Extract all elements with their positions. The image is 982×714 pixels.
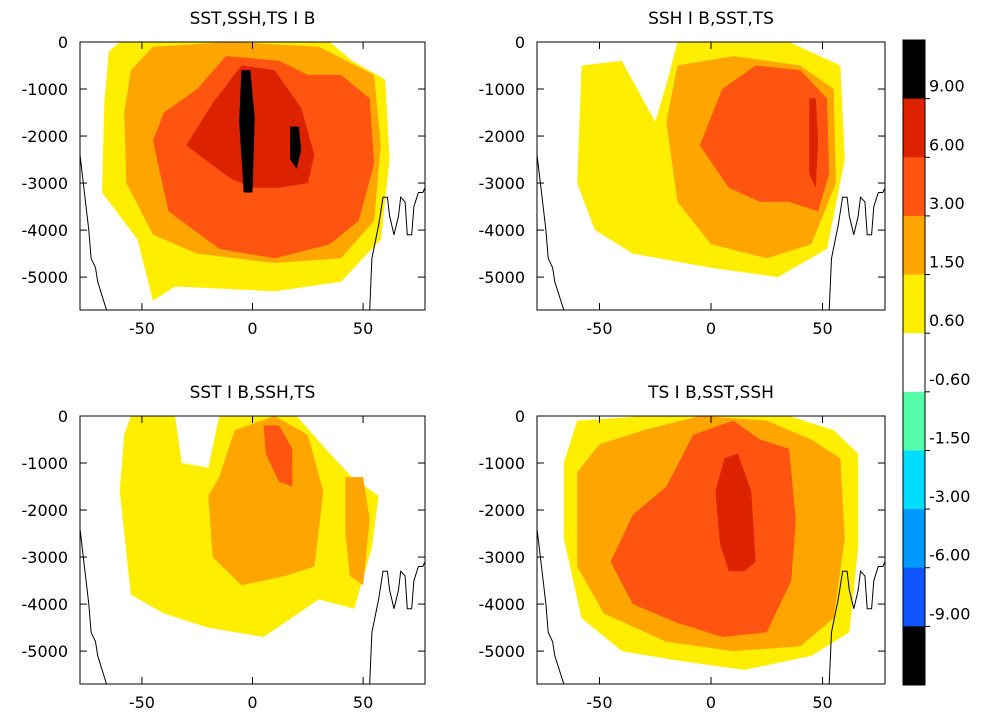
contour-region-6 bbox=[290, 126, 302, 169]
colorbar-segment bbox=[903, 157, 925, 217]
panel-4: TS I B,SST,SSH 0 -1000 -2000 -3000 -4000 -5000… bbox=[479, 383, 886, 712]
y-tick-label: -2000 bbox=[22, 501, 69, 520]
x-tick-label: 0 bbox=[706, 693, 716, 712]
y-tick-label: -1000 bbox=[479, 80, 526, 99]
contour-region-4 bbox=[809, 98, 819, 188]
contour-region-4 bbox=[345, 477, 370, 586]
bathymetry-left bbox=[80, 154, 107, 310]
x-tick-label: 50 bbox=[353, 693, 373, 712]
contour-region-5 bbox=[239, 70, 255, 193]
x-tick-label: -50 bbox=[586, 693, 612, 712]
x-tick-label: 0 bbox=[706, 319, 716, 338]
colorbar-tick-label: -6.00 bbox=[929, 546, 970, 565]
contour-region-3 bbox=[610, 420, 796, 637]
colorbar-segment bbox=[903, 450, 925, 510]
y-tick-label: 0 bbox=[515, 407, 525, 426]
y-tick-label: -3000 bbox=[22, 174, 69, 193]
colorbar: 9.00 6.00 3.00 1.50 0.60 -0.60 -1.50 -3.00 -6.00… bbox=[902, 39, 970, 686]
contour-region-3 bbox=[699, 65, 830, 212]
y-tick-label: 0 bbox=[58, 33, 68, 52]
x-tick-label: 0 bbox=[247, 319, 257, 338]
colorbar-tick-label: 6.00 bbox=[929, 135, 965, 154]
panel-title: SSH I B,SST,TS bbox=[648, 9, 774, 29]
colorbar-segment bbox=[903, 391, 925, 451]
y-tick-label: -4000 bbox=[22, 221, 69, 240]
y-tick-label: -2000 bbox=[22, 127, 69, 146]
colorbar-tick-label: -0.60 bbox=[929, 370, 970, 389]
y-tick-label: 0 bbox=[515, 33, 525, 52]
bathymetry-right bbox=[828, 561, 885, 684]
y-tick-label: 0 bbox=[58, 407, 68, 426]
x-tick-label: -50 bbox=[129, 693, 155, 712]
colorbar-tick-label: 3.00 bbox=[929, 194, 965, 213]
contour-region-4 bbox=[715, 453, 756, 572]
colorbar-tick-label: 0.60 bbox=[929, 311, 965, 330]
y-tick-label: -5000 bbox=[479, 268, 526, 287]
colorbar-segment bbox=[903, 215, 925, 276]
y-tick-label: -1000 bbox=[22, 80, 69, 99]
colorbar-segment bbox=[903, 40, 925, 100]
y-tick-label: -5000 bbox=[479, 642, 526, 661]
y-tick-label: -4000 bbox=[479, 221, 526, 240]
panels-group: SST,SSH,TS I B0-1000-2000-3000-4000-5000… bbox=[22, 9, 886, 712]
colorbar-tick-label: -3.00 bbox=[929, 487, 970, 506]
bathymetry-left bbox=[537, 154, 565, 310]
y-tick-label: -3000 bbox=[479, 174, 526, 193]
colorbar-segment bbox=[903, 333, 925, 393]
colorbar-tick-label: -1.50 bbox=[929, 428, 970, 447]
colorbar-tick-label: -9.00 bbox=[929, 604, 970, 623]
y-tick-label: -1000 bbox=[22, 454, 69, 473]
panel-2: SSH I B,SST,TS 0 -1000 -2000 -3000 -4000 -5000… bbox=[479, 9, 886, 338]
bathymetry-right bbox=[369, 561, 425, 684]
x-tick-label: 50 bbox=[353, 319, 373, 338]
panel-title: SST,SSH,TS I B bbox=[190, 9, 316, 29]
colorbar-segment bbox=[903, 274, 925, 334]
panel-title: SST I B,SSH,TS bbox=[190, 383, 316, 403]
colorbar-segment bbox=[903, 98, 925, 158]
contour-fills bbox=[80, 416, 425, 684]
contour-region-3 bbox=[263, 425, 293, 487]
y-tick-label: -1000 bbox=[479, 454, 526, 473]
y-tick-label: -2000 bbox=[479, 127, 526, 146]
x-tick-label: 50 bbox=[812, 693, 832, 712]
y-tick-label: -4000 bbox=[479, 595, 526, 614]
contour-fills bbox=[537, 416, 885, 684]
bathymetry-right bbox=[369, 187, 425, 310]
bathymetry-left bbox=[80, 528, 107, 684]
x-tick-label: 50 bbox=[812, 319, 832, 338]
contour-fills bbox=[80, 42, 425, 310]
bathymetry-left bbox=[537, 528, 565, 684]
y-tick-label: -4000 bbox=[22, 595, 69, 614]
colorbar-frame bbox=[902, 39, 926, 686]
colorbar-segment bbox=[903, 567, 925, 627]
colorbar-tick-label: 9.00 bbox=[929, 77, 965, 96]
colorbar-segment bbox=[903, 509, 925, 569]
y-tick-label: -3000 bbox=[22, 548, 69, 567]
y-tick-label: -3000 bbox=[479, 548, 526, 567]
panel-3: SST I B,SSH,TS 0 -1000 -2000 -3000 -4000 -5000… bbox=[22, 383, 426, 712]
bathymetry-right bbox=[828, 187, 885, 310]
colorbar-tick-label: 1.50 bbox=[929, 253, 965, 272]
contour-region-2 bbox=[208, 416, 324, 586]
contour-fills bbox=[537, 42, 885, 310]
y-tick-label: -5000 bbox=[22, 642, 69, 661]
x-tick-label: -50 bbox=[586, 319, 612, 338]
panel-1: SST,SSH,TS I B 0 -1000 -2000 -3000 -4000 -5000… bbox=[22, 9, 426, 338]
x-tick-label: -50 bbox=[129, 319, 155, 338]
x-tick-label: 0 bbox=[247, 693, 257, 712]
colorbar-segment bbox=[903, 626, 925, 686]
panel-title: TS I B,SST,SSH bbox=[647, 383, 774, 403]
y-tick-label: -5000 bbox=[22, 268, 69, 287]
y-tick-label: -2000 bbox=[479, 501, 526, 520]
